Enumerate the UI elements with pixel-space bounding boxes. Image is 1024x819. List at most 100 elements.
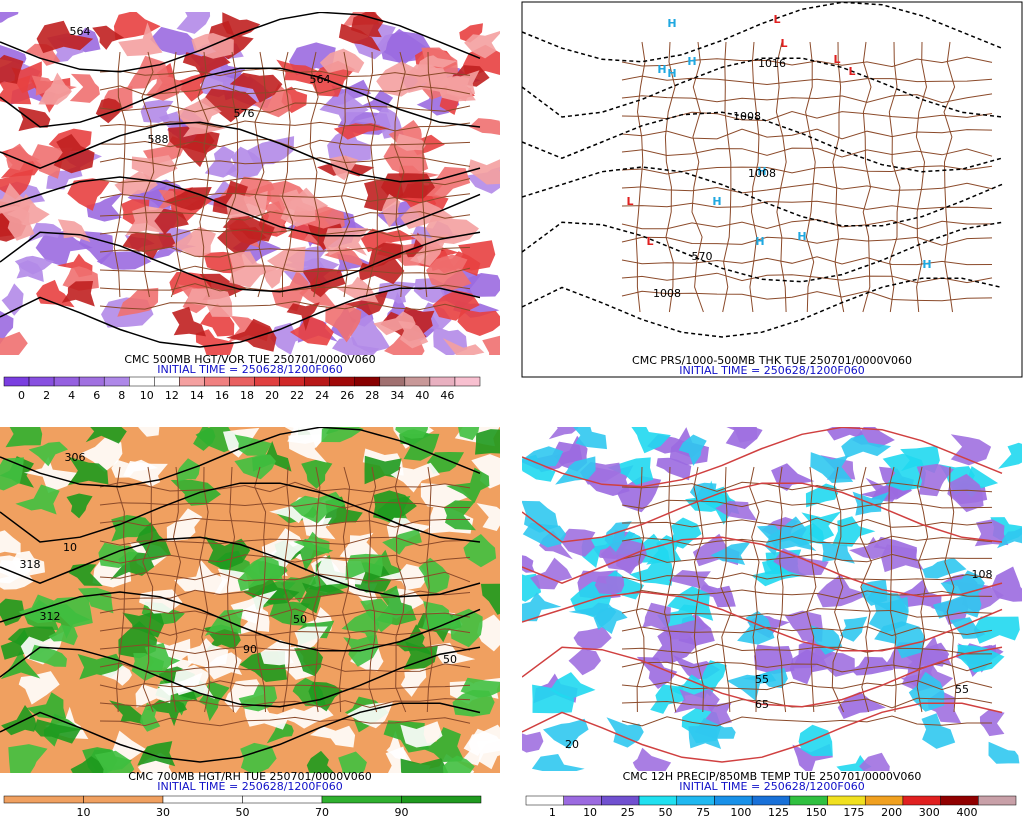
field-blob [35, 230, 93, 267]
map-label: L [646, 235, 653, 248]
colorbar-label: 24 [315, 389, 329, 402]
field-blob [246, 136, 295, 165]
field-blob [86, 191, 125, 222]
field-blob [347, 702, 393, 729]
field-blob [594, 576, 625, 595]
map-label: 576 [234, 107, 255, 120]
boundary [775, 41, 787, 313]
boundary [99, 300, 471, 311]
colorbar-label: 0 [18, 389, 25, 402]
field-blob [280, 573, 316, 603]
panel-border [521, 1, 1023, 378]
boundary [99, 481, 471, 493]
field-blob [531, 754, 585, 771]
field-blob [137, 741, 176, 767]
colorbar-swatch [676, 795, 715, 806]
boundary [254, 51, 267, 298]
field-blob [48, 624, 78, 646]
map-label: 1008 [748, 167, 776, 180]
colorbar-label: 22 [290, 389, 304, 402]
boundary [621, 218, 993, 230]
caption: CMC 12H PRECIP/850MB TEMP TUE 250701/000… [623, 770, 922, 783]
field-blob [480, 583, 500, 615]
map: 564 564 576 588 [0, 12, 500, 355]
map-label: 55 [755, 673, 769, 686]
field-blob [476, 503, 500, 531]
boundary [99, 627, 471, 636]
contour [0, 67, 481, 128]
field-blob [979, 709, 1005, 737]
boundary [99, 246, 471, 258]
boundary [621, 56, 993, 68]
boundary [99, 643, 471, 655]
field-blob [319, 92, 369, 129]
field-blob [68, 563, 103, 586]
map-label: 50 [443, 653, 457, 666]
field-blob [921, 713, 956, 749]
colorbar-swatch [78, 376, 105, 387]
field-blob [359, 257, 405, 285]
field-blob [92, 25, 125, 50]
boundary [113, 51, 126, 298]
boundary [225, 51, 239, 298]
boundary [142, 466, 154, 713]
boundary [99, 211, 471, 221]
map-label: 50 [293, 613, 307, 626]
colorbar-swatch [329, 376, 355, 387]
boundary [99, 156, 471, 167]
colorbar-swatch [429, 376, 456, 387]
field-blob [947, 473, 984, 513]
field-blob [409, 232, 449, 266]
colorbar-swatch [103, 376, 130, 387]
field-blob [171, 306, 206, 337]
field-blob [446, 70, 480, 97]
colorbar-swatch [179, 376, 205, 387]
boundary [621, 643, 992, 655]
field-blob [543, 718, 589, 749]
field-blob [57, 219, 91, 243]
map-label: H [667, 67, 676, 80]
colorbar-label: 10 [140, 389, 154, 402]
field-blob [329, 155, 358, 181]
contour [522, 166, 1003, 227]
field-blob [726, 427, 758, 443]
field-blob [522, 731, 544, 753]
colorbar-swatch [525, 795, 564, 806]
field-blob [306, 750, 335, 773]
boundary [635, 41, 646, 313]
colorbar-swatch [379, 376, 406, 387]
colorbar-label: 150 [806, 806, 827, 819]
field-blob [234, 434, 272, 456]
field-blob [0, 12, 19, 23]
field-blob [459, 23, 483, 43]
map-label: 65 [755, 698, 769, 711]
field-blob [274, 702, 334, 729]
boundary [99, 120, 471, 132]
colorbar-swatch [978, 795, 1017, 806]
field-blob [430, 642, 476, 665]
field-blob [604, 521, 632, 552]
boundary [621, 481, 993, 493]
field-blob [38, 72, 72, 105]
field-blob [400, 667, 427, 697]
field-blob [548, 427, 579, 440]
field-blob [204, 609, 244, 636]
field-blob [36, 20, 94, 54]
boundary [663, 466, 677, 713]
field-blob [269, 601, 310, 626]
field-blob [181, 129, 220, 168]
field-blob [0, 331, 28, 355]
field-blob [432, 290, 480, 321]
caption: CMC PRS/1000-500MB THK TUE 250701/0000V0… [632, 354, 912, 367]
field-blob [442, 755, 475, 773]
field-blob [126, 55, 169, 90]
colorbar-label: 200 [881, 806, 902, 819]
field-blob [841, 434, 892, 458]
map-label: 306 [65, 451, 86, 464]
field-blob [354, 106, 404, 139]
map-label: H [687, 55, 696, 68]
map-label: 318 [20, 558, 41, 571]
boundary [368, 466, 378, 713]
boundary [888, 41, 901, 313]
field-blob [636, 656, 678, 689]
